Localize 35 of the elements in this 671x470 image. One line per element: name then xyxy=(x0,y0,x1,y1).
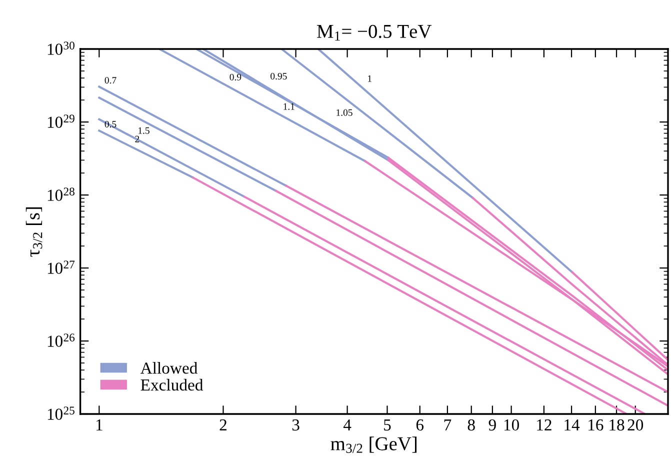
annotation: 2 xyxy=(135,136,140,142)
x-tick-label: 20 xyxy=(628,419,644,431)
y-tick-label: 10$^{29}$ xyxy=(48,114,74,128)
annotation: 1.05 xyxy=(336,109,352,116)
annotation: 1.5 xyxy=(138,127,150,134)
x-tick-label: 3 xyxy=(292,419,300,431)
y-tick-label: 10$^{30}$ xyxy=(48,42,74,55)
annotation: 0.9 xyxy=(230,74,242,80)
annotation: 1 xyxy=(368,75,372,82)
annotation: 0.5 xyxy=(104,120,116,128)
x-tick-label: 18 xyxy=(610,419,624,431)
x-axis-title: m$_{3/2}$ [GeV] xyxy=(330,436,417,453)
y-tick-label: 10$^{25}$ xyxy=(48,406,74,420)
x-tick-label: 16 xyxy=(588,419,604,431)
x-tick-label: 2 xyxy=(220,419,226,430)
x-tick-label: 7 xyxy=(444,420,452,430)
x-tick-label: 14 xyxy=(564,419,580,430)
x-tick-label: 10 xyxy=(504,419,519,431)
annotation: 0.95 xyxy=(270,72,287,80)
y-tick-label: 10$^{27}$ xyxy=(48,260,75,274)
x-tick-label: 4 xyxy=(343,419,352,430)
y-axis-title: τ$_{3/2}$ [s] xyxy=(26,207,42,257)
legend-label: Excluded xyxy=(140,378,204,391)
x-tick-label: 8 xyxy=(468,419,475,431)
annotation: 1.1 xyxy=(284,103,294,110)
x-tick-label: 6 xyxy=(416,419,424,431)
legend-label: Allowed xyxy=(140,362,198,374)
y-tick-label: 10$^{28}$ xyxy=(48,188,74,201)
x-tick-label: 12 xyxy=(537,419,552,430)
y-tick-label: 10$^{26}$ xyxy=(48,334,75,347)
x-tick-label: 9 xyxy=(488,419,496,431)
chart-title: M$_{1}$= −0.5 TeV xyxy=(317,24,432,40)
x-tick-label: 1 xyxy=(96,419,102,430)
x-tick-label: 5 xyxy=(384,420,391,431)
annotation: 0.7 xyxy=(104,76,116,84)
